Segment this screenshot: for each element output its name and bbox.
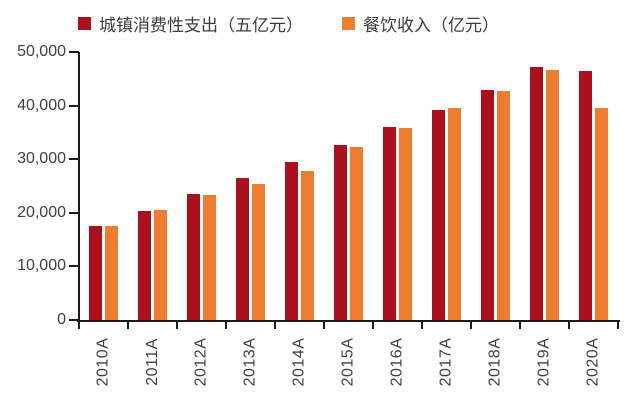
y-axis-tick bbox=[69, 104, 79, 107]
x-axis-category-label-text: 2016A bbox=[388, 337, 406, 387]
x-axis-tick bbox=[176, 320, 178, 329]
x-axis-line bbox=[77, 320, 620, 322]
bar-series2-2012A bbox=[203, 194, 216, 320]
x-axis-tick bbox=[127, 320, 129, 329]
x-axis-category-label-text: 2014A bbox=[290, 337, 308, 387]
x-axis-category-label-text: 2020A bbox=[584, 337, 602, 387]
bar-series1-2011A bbox=[138, 210, 151, 320]
x-axis-tick bbox=[323, 320, 325, 329]
y-axis-tick bbox=[69, 265, 79, 268]
legend-swatch-orange-icon bbox=[342, 16, 355, 30]
bar-series2-2010A bbox=[105, 225, 118, 320]
legend-swatch-red-icon bbox=[78, 16, 91, 30]
x-axis-category-label-text: 2015A bbox=[339, 337, 357, 387]
y-axis-tick bbox=[69, 319, 79, 321]
bar-series2-2018A bbox=[497, 91, 510, 320]
x-axis-category-label-text: 2011A bbox=[143, 338, 161, 386]
bar-series1-2012A bbox=[187, 194, 200, 320]
x-axis-category-label-text: 2017A bbox=[437, 337, 455, 387]
x-axis-tick bbox=[617, 320, 619, 329]
legend-label-catering-revenue: 餐饮收入（亿元） bbox=[363, 15, 499, 35]
y-axis-tick-label: 40,000 bbox=[17, 96, 66, 114]
bar-series1-2016A bbox=[383, 126, 396, 320]
x-axis-tick bbox=[519, 320, 521, 329]
x-axis-tick bbox=[568, 320, 570, 329]
bar-series2-2019A bbox=[546, 69, 559, 320]
y-axis-tick-label: 0 bbox=[57, 311, 66, 328]
bar-series1-2014A bbox=[285, 162, 298, 320]
y-axis-tick-label: 50,000 bbox=[17, 43, 66, 60]
bar-series1-2010A bbox=[89, 226, 102, 320]
bar-series2-2016A bbox=[399, 128, 412, 320]
bar-series1-2015A bbox=[334, 144, 347, 320]
bar-series1-2018A bbox=[481, 89, 494, 320]
x-axis-tick bbox=[274, 320, 276, 329]
x-axis-category-label-text: 2013A bbox=[241, 337, 259, 387]
y-axis-tick-label: 20,000 bbox=[17, 203, 66, 221]
x-axis-category-label-text: 2018A bbox=[486, 337, 504, 387]
x-axis-tick bbox=[225, 320, 227, 329]
bar-series2-2020A bbox=[595, 108, 608, 320]
x-axis-category-label-text: 2010A bbox=[94, 337, 112, 387]
legend-item-catering-revenue: 餐饮收入（亿元） bbox=[342, 11, 499, 36]
y-axis-tick bbox=[69, 51, 79, 53]
bar-series2-2011A bbox=[154, 210, 167, 320]
x-axis-tick bbox=[372, 320, 374, 329]
bar-series1-2017A bbox=[432, 109, 445, 320]
legend-item-urban-spending: 城镇消费性支出（五亿元） bbox=[78, 11, 303, 36]
x-axis-tick bbox=[470, 320, 472, 329]
x-axis-tick bbox=[421, 320, 423, 329]
bar-series2-2015A bbox=[350, 146, 363, 320]
chart-legend: 城镇消费性支出（五亿元） 餐饮收入（亿元） bbox=[78, 11, 499, 35]
x-axis-category-label-text: 2019A bbox=[535, 337, 553, 387]
y-axis-tick-label: 10,000 bbox=[17, 257, 66, 275]
bar-series1-2013A bbox=[236, 178, 249, 320]
legend-label-urban-spending: 城镇消费性支出（五亿元） bbox=[99, 15, 303, 35]
x-axis-tick bbox=[78, 320, 80, 329]
x-axis-category-label: 2020A bbox=[563, 330, 625, 394]
x-axis-category-label-text: 2012A bbox=[192, 337, 210, 387]
y-axis-tick bbox=[69, 158, 79, 161]
bar-series1-2019A bbox=[530, 67, 543, 320]
y-axis-tick-label: 30,000 bbox=[17, 150, 66, 168]
bar-series2-2013A bbox=[252, 183, 265, 320]
y-axis-tick bbox=[69, 211, 79, 214]
bar-series2-2017A bbox=[448, 107, 461, 320]
bar-series2-2014A bbox=[301, 170, 314, 320]
y-axis-line bbox=[78, 52, 80, 322]
bar-series1-2020A bbox=[579, 70, 592, 320]
